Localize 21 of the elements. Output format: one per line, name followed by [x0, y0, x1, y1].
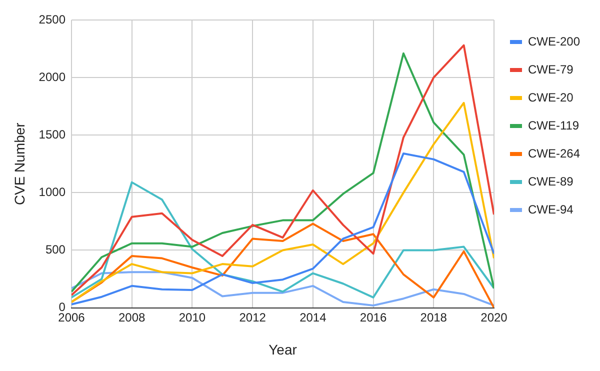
legend-label: CWE-264 [528, 146, 580, 160]
y-tick-label: 500 [45, 242, 66, 257]
x-tick-label: 2018 [420, 310, 448, 324]
y-tick-label: 1500 [38, 127, 66, 142]
y-tick-label: 2000 [38, 70, 66, 84]
x-tick-label: 2014 [300, 310, 327, 324]
x-axis-title: Year [268, 341, 298, 358]
x-tick-label: 2020 [480, 310, 508, 324]
x-tick-label: 2016 [360, 310, 387, 324]
y-tick-label: 1000 [38, 184, 66, 199]
legend-label: CWE-94 [528, 202, 574, 216]
x-tick-label: 2010 [178, 310, 206, 324]
x-tick-label: 2008 [118, 310, 146, 324]
legend-label: CWE-79 [528, 62, 574, 76]
y-tick-label: 2500 [38, 12, 66, 26]
x-tick-label: 2012 [239, 310, 266, 324]
y-axis-title: CVE Number [11, 122, 28, 206]
legend-label: CWE-89 [528, 174, 574, 188]
legend-label: CWE-200 [528, 34, 580, 48]
legend-label: CWE-119 [528, 118, 580, 132]
legend-label: CWE-20 [528, 90, 574, 104]
